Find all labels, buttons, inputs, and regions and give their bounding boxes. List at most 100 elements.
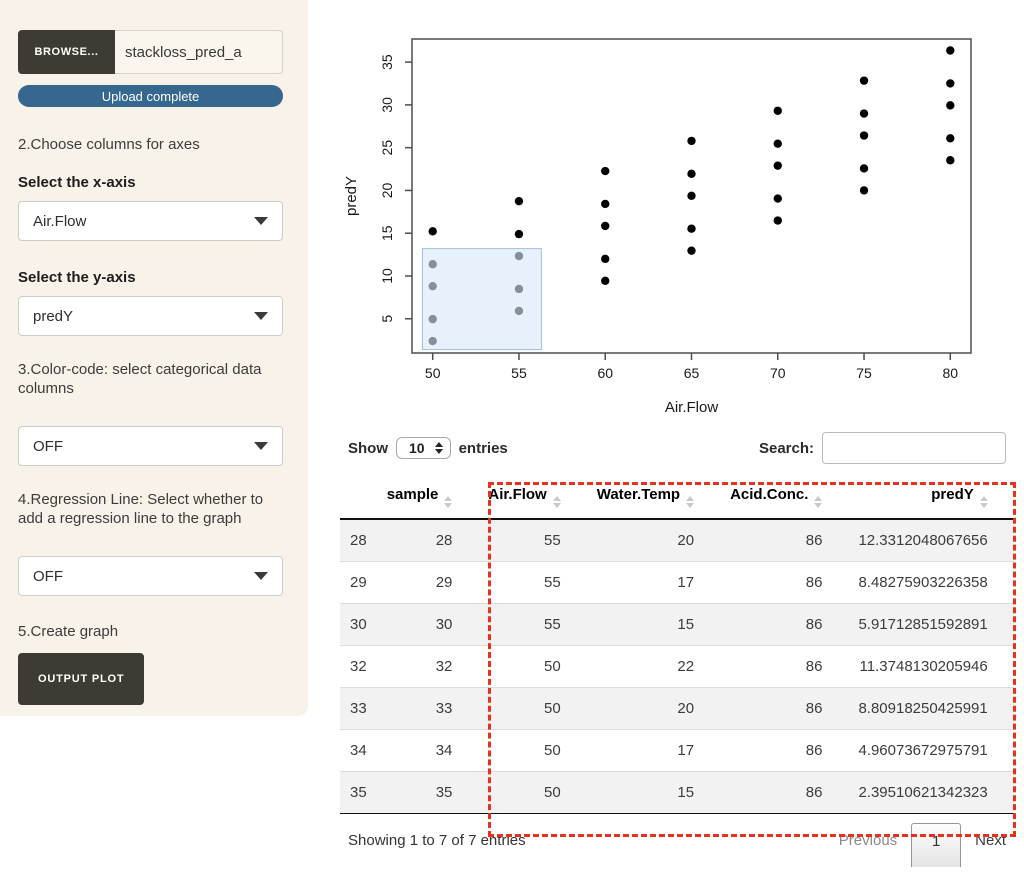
column-header-watertemp[interactable]: Water.Temp <box>586 476 721 520</box>
table-cell: 55 <box>478 603 587 646</box>
y-tick-label: 15 <box>379 225 395 241</box>
table-cell: 86 <box>720 771 849 814</box>
page-length-control: Show 10 entries <box>348 437 508 459</box>
table-row[interactable]: 35 35 50 15 86 2.39510621342323 <box>340 771 1014 814</box>
table-row[interactable]: 30 30 55 15 86 5.91712851592891 <box>340 603 1014 646</box>
x-axis-title: Air.Flow <box>665 399 719 416</box>
data-point <box>946 156 955 165</box>
table-cell: 33 <box>340 687 377 730</box>
x-tick-label: 75 <box>856 365 872 381</box>
table-cell: 17 <box>586 561 721 604</box>
y-tick-label: 30 <box>379 97 395 113</box>
table-info: Showing 1 to 7 of 7 entries <box>348 832 526 849</box>
table-row[interactable]: 32 32 50 22 86 11.3748130205946 <box>340 645 1014 688</box>
table-row[interactable]: 29 29 55 17 86 8.48275903226358 <box>340 561 1014 604</box>
table-cell: 33 <box>376 687 479 730</box>
page-1-button[interactable]: 1 <box>911 823 962 867</box>
show-label: Show <box>348 439 388 457</box>
table-row[interactable]: 33 33 50 20 86 8.80918250425991 <box>340 687 1014 730</box>
x-tick-label: 70 <box>770 365 786 381</box>
yaxis-select-value: predY <box>33 307 74 325</box>
table-cell: 28 <box>376 518 479 562</box>
search-label: Search: <box>758 439 814 457</box>
data-point <box>946 134 955 143</box>
scatter-plot[interactable]: 50 55 60 65 70 75 80 5 10 15 20 25 30 35 Air.Flow predY <box>330 0 1024 420</box>
upload-progress-bar: Upload complete <box>18 85 283 107</box>
color-code-select[interactable]: OFF <box>18 426 283 466</box>
x-tick-label: 60 <box>597 365 613 381</box>
table-cell: 32 <box>340 645 377 688</box>
column-header-predy[interactable]: predY <box>848 476 1014 520</box>
sort-icon <box>979 496 988 508</box>
table-cell: 34 <box>340 729 377 772</box>
data-point <box>946 46 955 55</box>
sort-icon <box>444 496 453 508</box>
table-cell: 86 <box>720 518 849 562</box>
data-point <box>687 246 696 255</box>
y-tick-label: 25 <box>379 140 395 156</box>
upload-progress-label: Upload complete <box>101 88 200 104</box>
step4-label: 4.Regression Line: Select whether to add… <box>18 491 264 527</box>
page-length-select[interactable]: 10 <box>396 437 451 459</box>
yaxis-select[interactable]: predY <box>18 296 283 336</box>
table-cell: 2.39510621342323 <box>848 771 1014 814</box>
table-row[interactable]: 28 28 55 20 86 12.3312048067656 <box>340 518 1014 562</box>
search-control: Search: <box>759 432 1006 464</box>
table-cell: 50 <box>478 771 587 814</box>
data-point <box>601 199 610 209</box>
table-cell: 35 <box>340 771 377 814</box>
column-header-airflow[interactable]: Air.Flow <box>478 476 587 520</box>
table-cell: 28 <box>340 518 377 562</box>
data-point <box>687 224 696 233</box>
y-axis-title: predY <box>343 176 360 216</box>
table-cell: 22 <box>586 645 721 688</box>
datatable-controls: Show 10 entries Search: <box>340 432 1006 464</box>
regression-select[interactable]: OFF <box>18 556 283 596</box>
data-point <box>773 139 782 148</box>
data-point <box>601 254 610 264</box>
data-point <box>773 161 782 170</box>
data-point <box>687 191 696 200</box>
table-cell: 20 <box>586 687 721 730</box>
column-header-sample[interactable]: sample <box>376 476 479 520</box>
xaxis-select-value: Air.Flow <box>33 212 87 230</box>
browse-button[interactable]: BROWSE... <box>18 30 115 74</box>
search-input[interactable] <box>822 432 1006 464</box>
file-name-field[interactable]: stackloss_pred_a <box>115 30 283 74</box>
xaxis-select[interactable]: Air.Flow <box>18 201 283 241</box>
entries-label: entries <box>458 439 508 457</box>
data-point <box>514 196 524 206</box>
next-page-button[interactable]: Next <box>975 832 1006 849</box>
table-cell: 50 <box>478 729 587 772</box>
data-point <box>514 229 524 239</box>
column-header-acidconc[interactable]: Acid.Conc. <box>720 476 849 520</box>
file-upload-group: BROWSE... stackloss_pred_a <box>18 30 283 74</box>
page-length-value: 10 <box>409 440 425 456</box>
table-cell: 50 <box>478 687 587 730</box>
table-header-row: sample Air.Flow Water.Temp Acid.Conc. pr… <box>340 476 1014 520</box>
table-cell: 8.48275903226358 <box>848 561 1014 604</box>
output-plot-button[interactable]: OUTPUT PLOT <box>18 653 145 705</box>
x-tick-label: 65 <box>684 365 700 381</box>
chevron-down-icon <box>254 217 268 225</box>
table-cell: 35 <box>376 771 479 814</box>
brush-selection[interactable] <box>421 248 542 351</box>
sort-icon <box>686 496 695 508</box>
data-point <box>946 79 955 88</box>
previous-page-button[interactable]: Previous <box>838 832 898 849</box>
data-point <box>773 216 782 225</box>
x-tick-label: 50 <box>425 365 441 381</box>
select-spinner-icon <box>434 442 443 454</box>
chevron-down-icon <box>254 572 268 580</box>
data-point <box>601 221 610 231</box>
column-header-rownames[interactable] <box>340 476 377 520</box>
regression-select-value: OFF <box>33 567 63 585</box>
datatable-container: Show 10 entries Search: sample Air.Flow … <box>340 432 1014 867</box>
table-cell: 30 <box>340 603 377 646</box>
data-point <box>773 194 782 203</box>
table-row[interactable]: 34 34 50 17 86 4.96073672975791 <box>340 729 1014 772</box>
color-code-select-value: OFF <box>33 437 63 455</box>
table-cell: 5.91712851592891 <box>848 603 1014 646</box>
x-tick-label: 55 <box>511 365 527 381</box>
sidebar-panel: BROWSE... stackloss_pred_a Upload comple… <box>0 0 308 716</box>
